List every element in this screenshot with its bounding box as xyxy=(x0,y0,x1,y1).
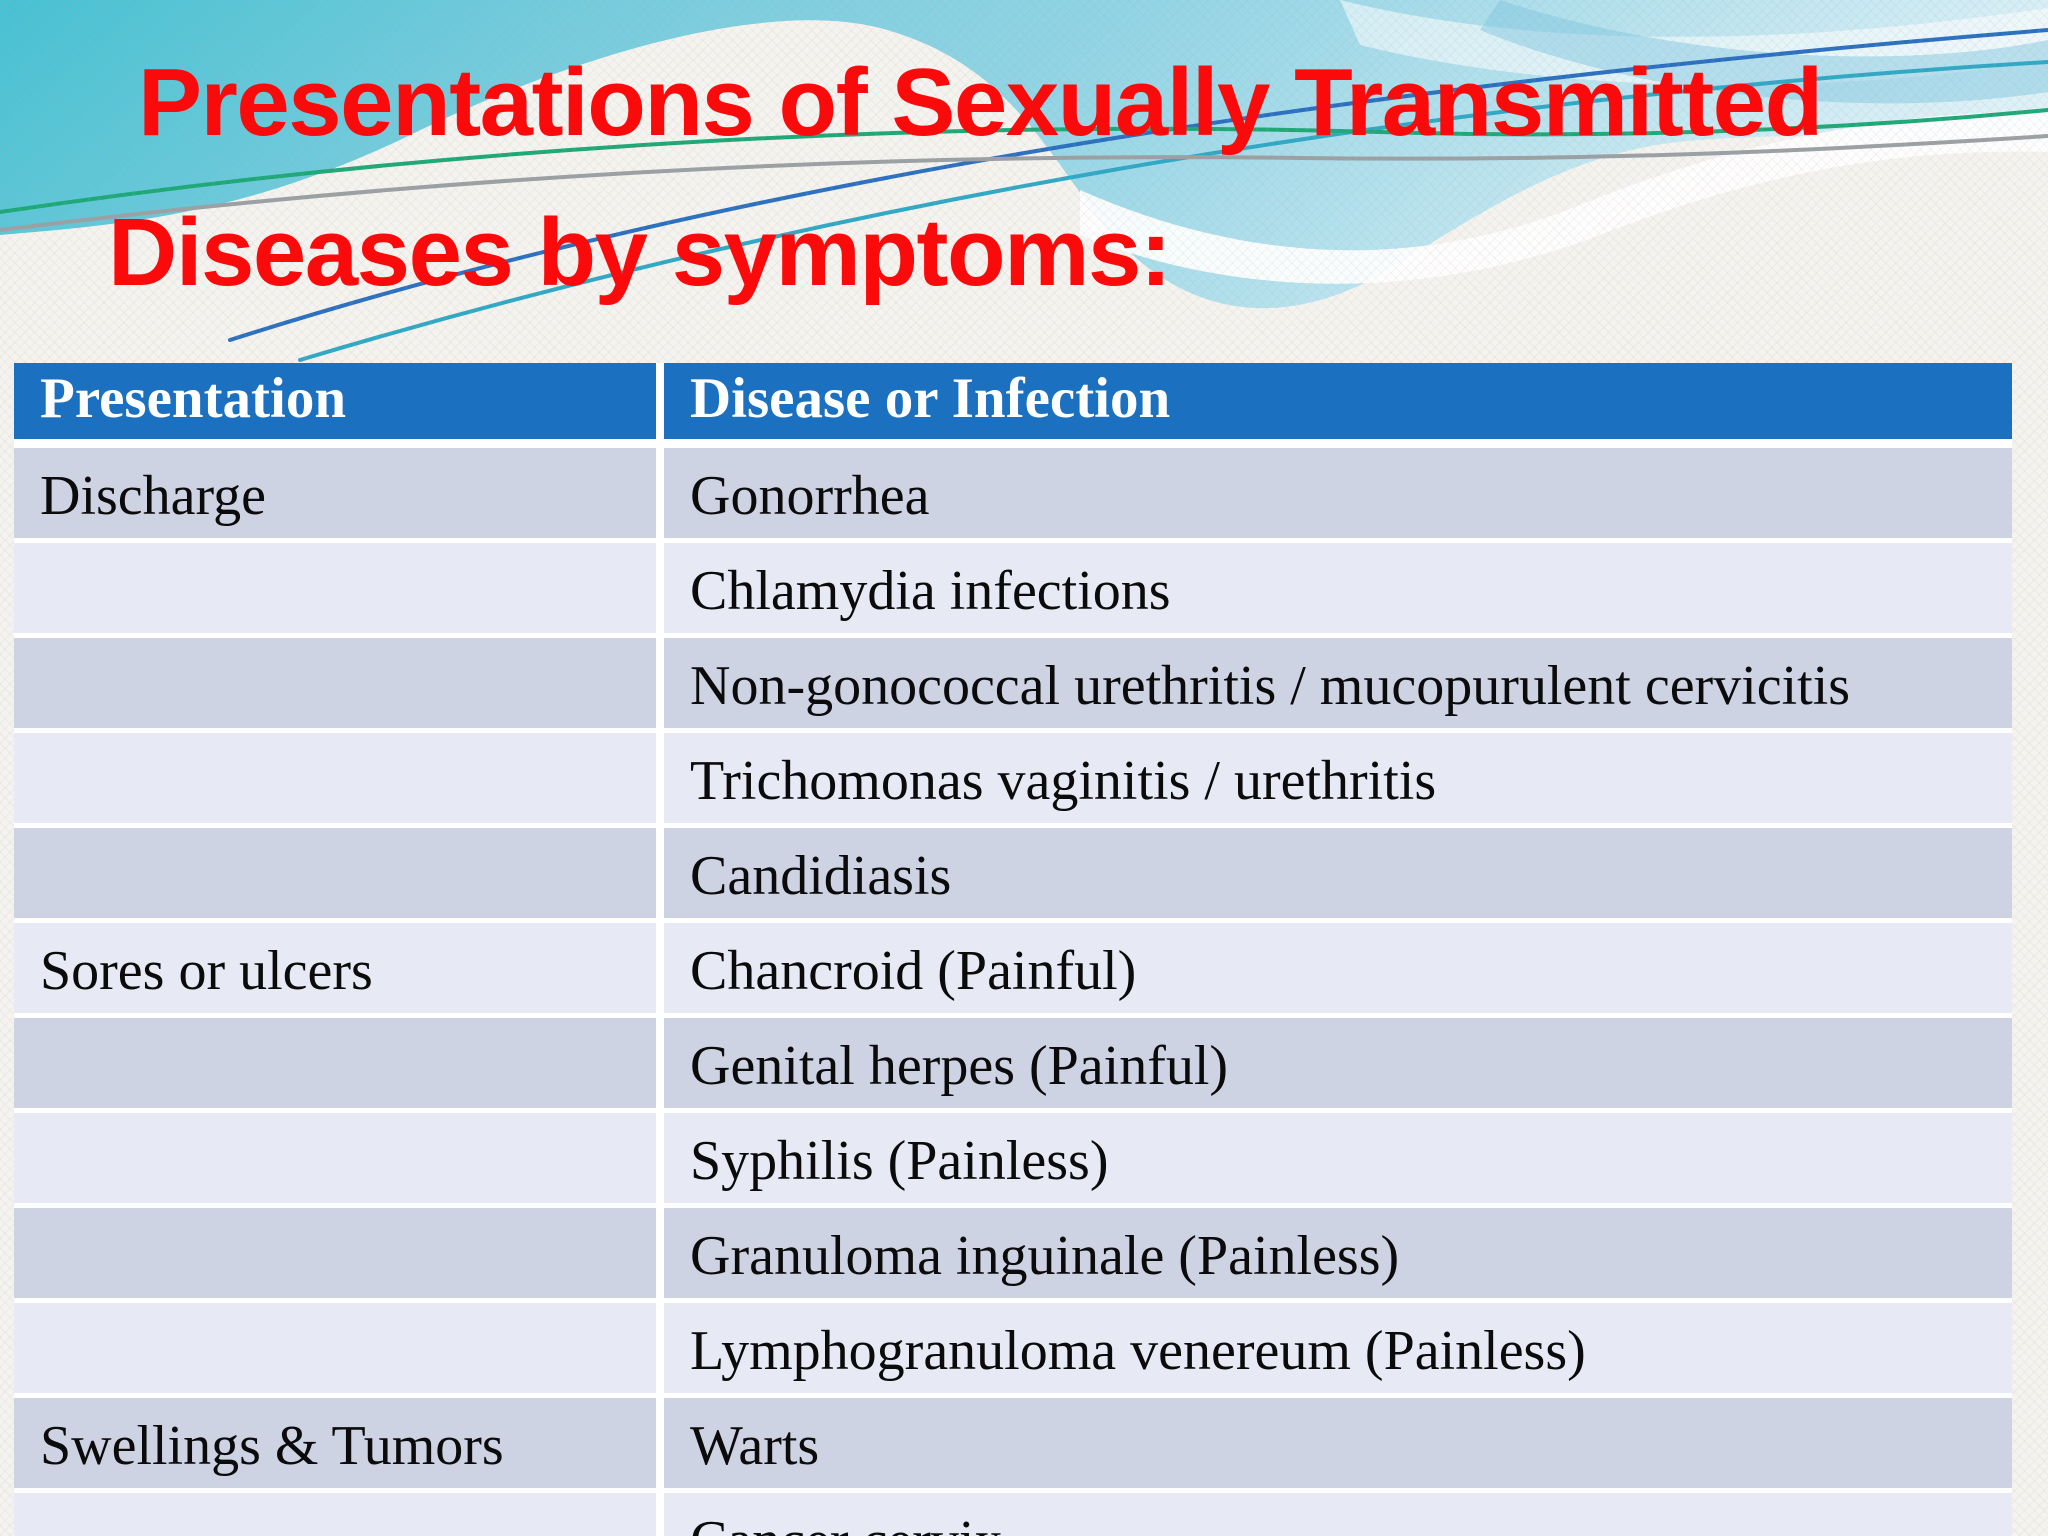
std-table: Presentation Disease or Infection Discha… xyxy=(14,363,2012,1536)
presentation-cell xyxy=(14,1018,664,1113)
curve-line-gray xyxy=(0,134,2048,232)
presentation-cell xyxy=(14,1113,664,1208)
curve-line-green xyxy=(0,108,2048,214)
white-swoosh-band xyxy=(1080,111,2048,284)
disease-cell: Warts xyxy=(664,1398,2012,1493)
disease-cell: Syphilis (Painless) xyxy=(664,1113,2012,1208)
table-row: Syphilis (Painless) xyxy=(14,1113,2012,1208)
light-blue-corner-band xyxy=(1480,0,2048,104)
table-row: Granuloma inguinale (Painless) xyxy=(14,1208,2012,1303)
table-row: Cancer cervix xyxy=(14,1493,2012,1536)
table-row: Discharge Gonorrhea xyxy=(14,448,2012,543)
curve-line-blue xyxy=(228,28,2048,342)
disease-cell: Trichomonas vaginitis / urethritis xyxy=(664,733,2012,828)
table-row: Swellings & Tumors Warts xyxy=(14,1398,2012,1493)
table-row: Non-gonococcal urethritis / mucopurulent… xyxy=(14,638,2012,733)
presentation-cell xyxy=(14,828,664,923)
table-row: Lymphogranuloma venereum (Painless) xyxy=(14,1303,2012,1398)
presentation-cell xyxy=(14,1208,664,1303)
column-header-disease: Disease or Infection xyxy=(664,363,2012,448)
disease-cell: Lymphogranuloma venereum (Painless) xyxy=(664,1303,2012,1398)
disease-cell: Chancroid (Painful) xyxy=(664,923,2012,1018)
column-header-presentation: Presentation xyxy=(14,363,664,448)
table-row: Trichomonas vaginitis / urethritis xyxy=(14,733,2012,828)
presentation-cell xyxy=(14,1493,664,1536)
page-title: Presentations of Sexually Transmitted Di… xyxy=(0,28,2048,328)
presentation-cell xyxy=(14,733,664,828)
sky-wave-shape xyxy=(0,0,2048,309)
presentation-cell xyxy=(14,1303,664,1398)
table-body: Discharge Gonorrhea Chlamydia infections… xyxy=(14,448,2012,1536)
disease-cell: Candidiasis xyxy=(664,828,2012,923)
presentation-cell: Discharge xyxy=(14,448,664,543)
disease-cell: Chlamydia infections xyxy=(664,543,2012,638)
disease-cell: Cancer cervix xyxy=(664,1493,2012,1536)
presentation-cell: Sores or ulcers xyxy=(14,923,664,1018)
background-waves xyxy=(0,0,2048,362)
title-line-2: Diseases by symptoms: xyxy=(108,199,1172,306)
std-table-container: Presentation Disease or Infection Discha… xyxy=(14,363,2012,1536)
curve-line-teal xyxy=(298,60,2048,362)
table-row: Genital herpes (Painful) xyxy=(14,1018,2012,1113)
disease-cell: Gonorrhea xyxy=(664,448,2012,543)
presentation-cell xyxy=(14,638,664,733)
disease-cell: Non-gonococcal urethritis / mucopurulent… xyxy=(664,638,2012,733)
table-header-row: Presentation Disease or Infection xyxy=(14,363,2012,448)
disease-cell: Granuloma inguinale (Painless) xyxy=(664,1208,2012,1303)
presentation-cell: Swellings & Tumors xyxy=(14,1398,664,1493)
table-row: Sores or ulcers Chancroid (Painful) xyxy=(14,923,2012,1018)
presentation-cell xyxy=(14,543,664,638)
title-line-1: Presentations of Sexually Transmitted xyxy=(138,49,1823,156)
disease-cell: Genital herpes (Painful) xyxy=(664,1018,2012,1113)
table-row: Candidiasis xyxy=(14,828,2012,923)
table-row: Chlamydia infections xyxy=(14,543,2012,638)
